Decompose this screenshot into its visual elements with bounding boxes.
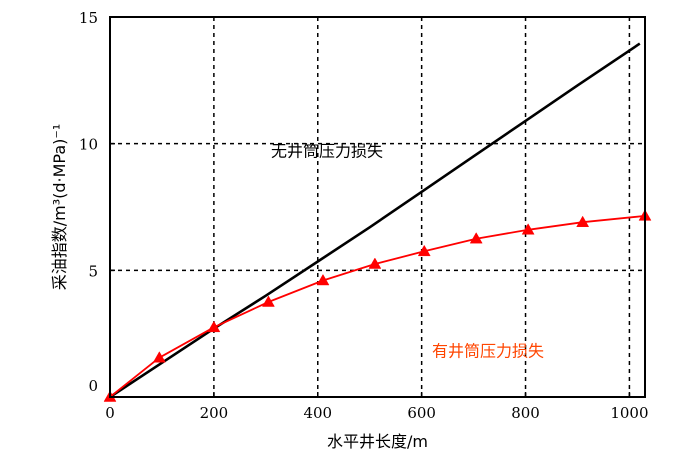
x-tick-label: 600 [407, 404, 436, 422]
series-line-1 [109, 42, 641, 399]
x-tick-label: 800 [511, 404, 540, 422]
x-tick-label: 400 [303, 404, 332, 422]
series-layer [103, 42, 652, 402]
x-tick-label: 0 [105, 404, 115, 422]
series-2-point [207, 320, 221, 333]
annotation-1: 无井筒压力损失 [271, 141, 383, 160]
series-2-point [152, 351, 166, 363]
series-2-point [521, 223, 535, 235]
plot-frame [109, 16, 646, 398]
series-2-point [368, 257, 382, 269]
annotation-2: 有井筒压力损失 [432, 341, 544, 360]
series-line-2 [109, 215, 646, 398]
y-tick-label: 15 [79, 9, 98, 27]
series-2-point [469, 232, 483, 244]
y-tick-label: 5 [88, 262, 98, 280]
y-tick-label: 0 [88, 377, 98, 395]
x-tick-label: 200 [200, 404, 229, 422]
y-tick-label: 10 [79, 136, 98, 154]
x-axis-label: 水平井长度/m [327, 432, 428, 451]
series-2-point [316, 273, 330, 286]
series-2-point [261, 295, 275, 307]
x-tick-label: 1000 [610, 404, 648, 422]
series-2-point [417, 244, 431, 257]
y-axis-label: 采油指数/m³(d·MPa)⁻¹ [50, 124, 69, 291]
tick-layer: 0 200 400 600 800 1000 0 5 10 15 [79, 9, 649, 422]
series-2-point [576, 215, 590, 227]
grid [110, 17, 645, 397]
